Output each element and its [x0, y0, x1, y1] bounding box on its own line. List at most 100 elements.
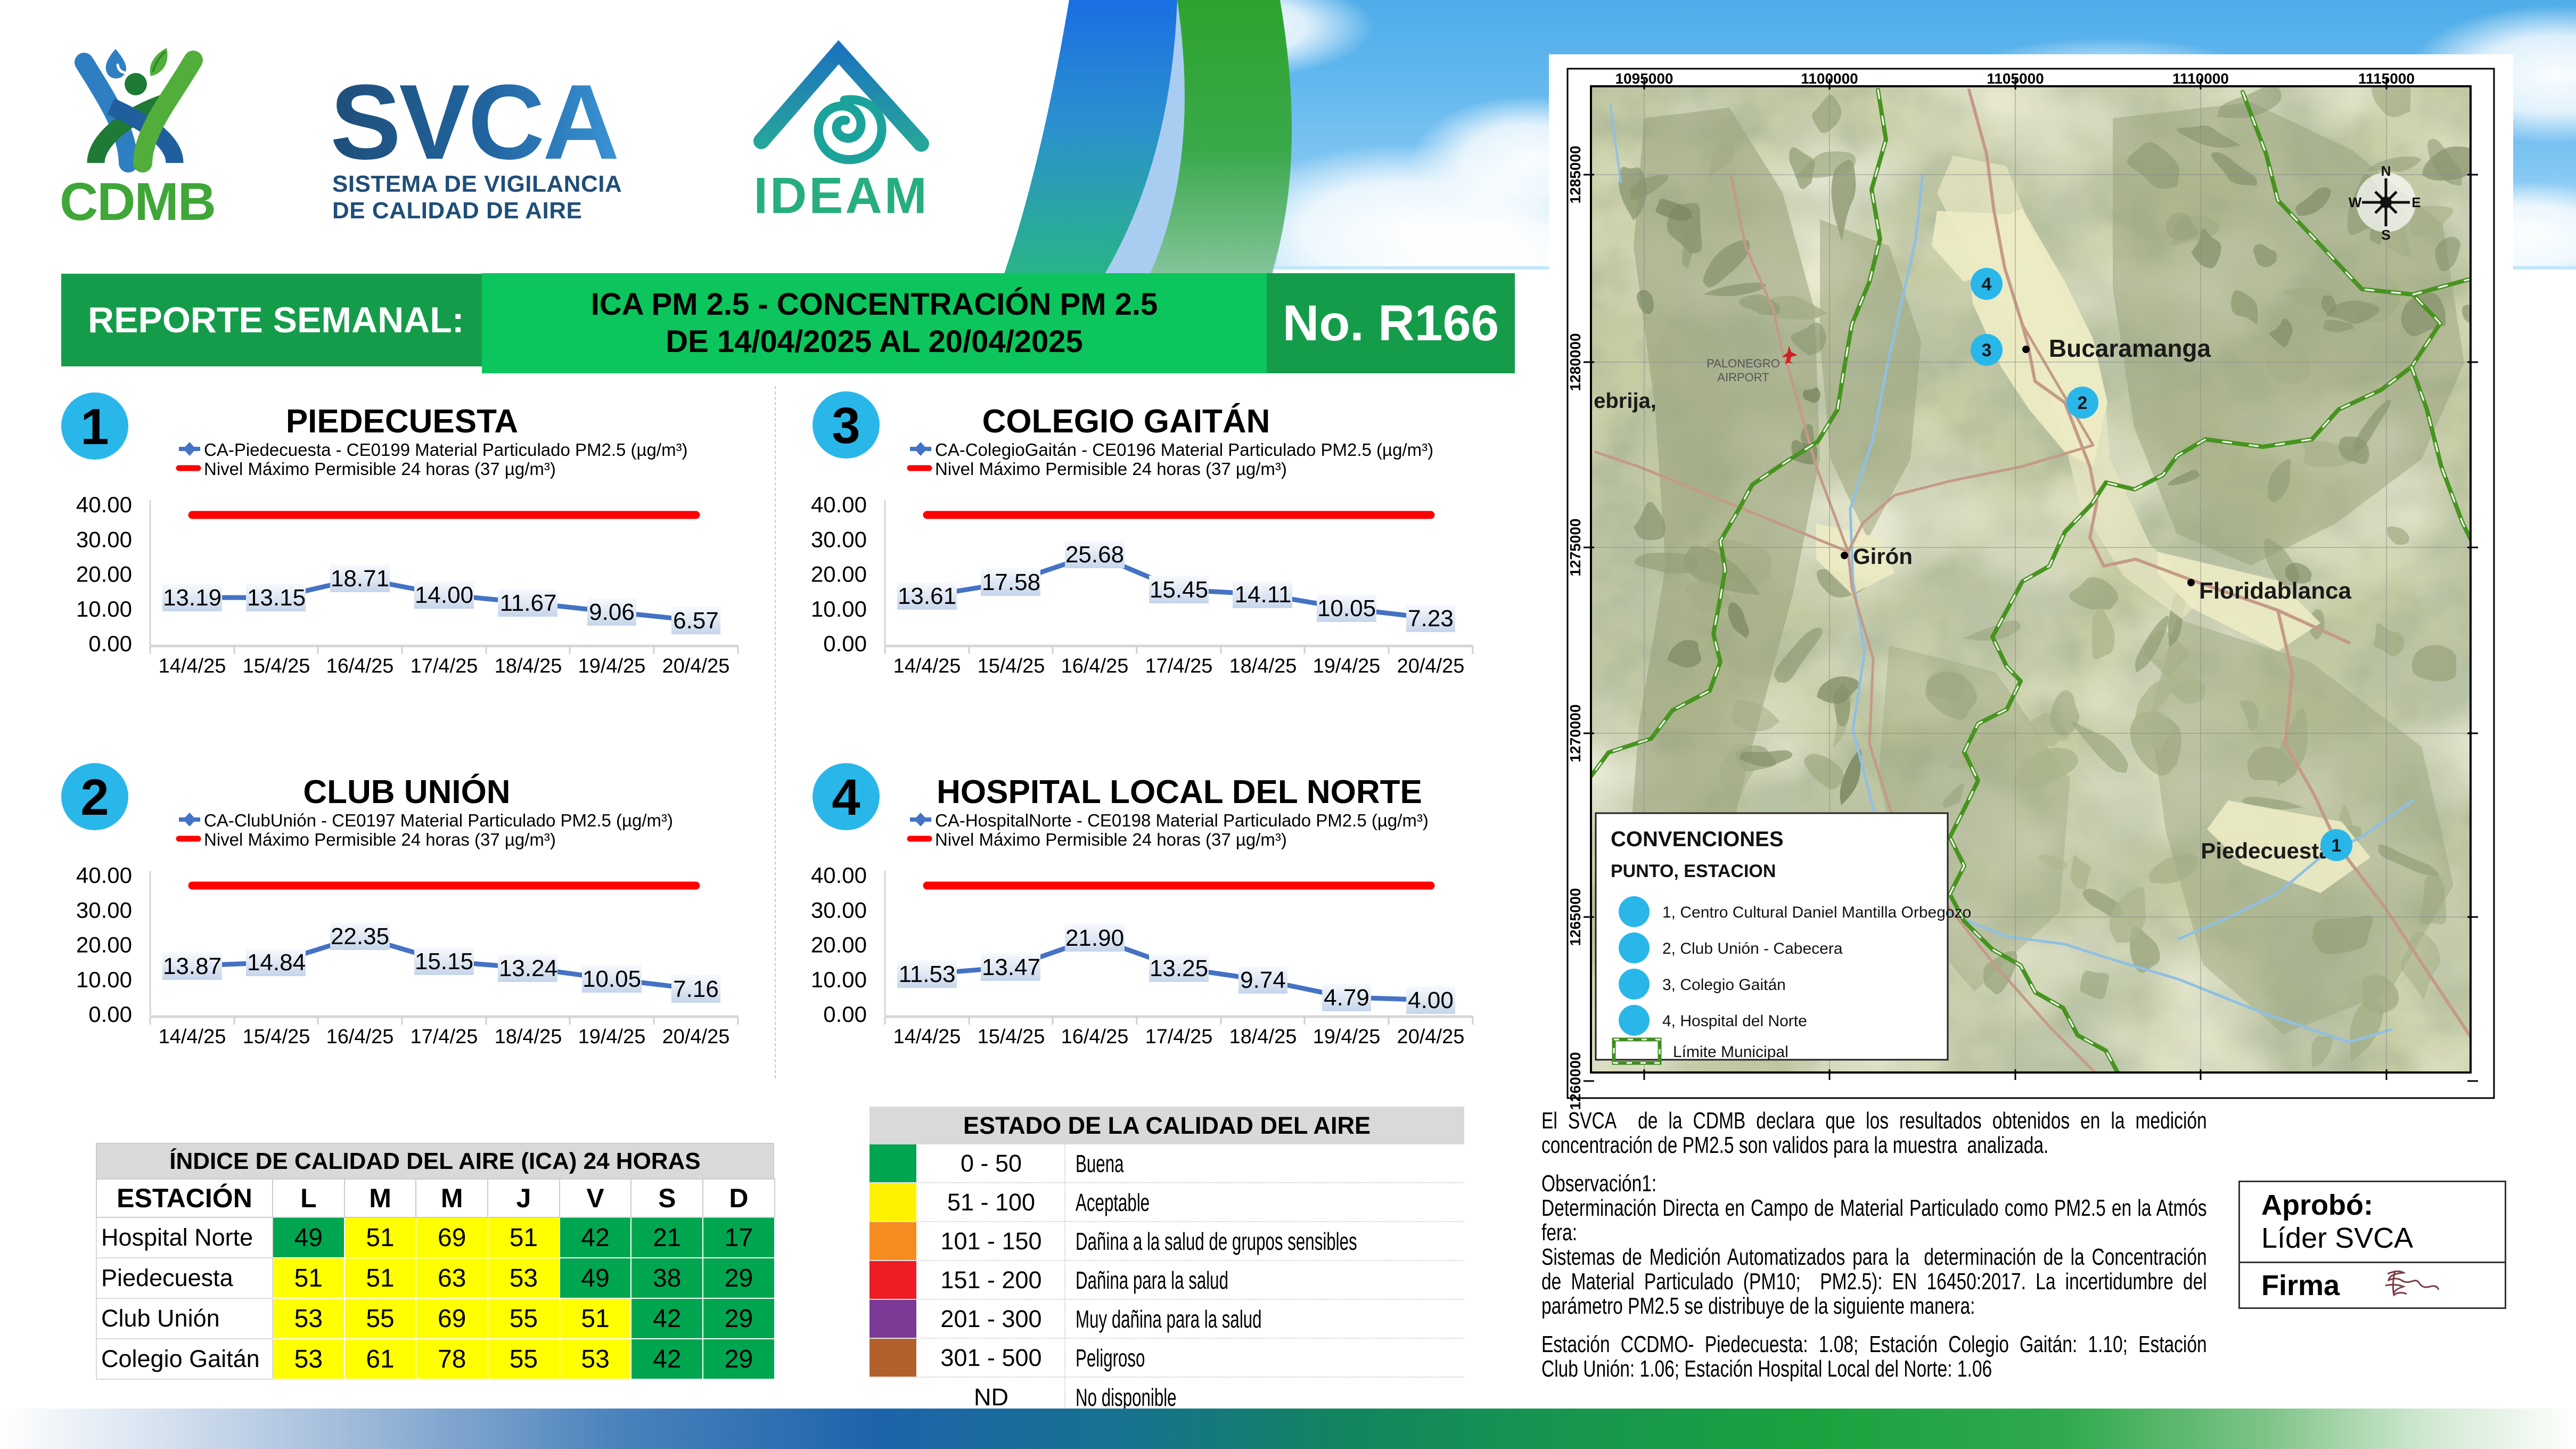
svg-text:Nivel Máximo Permisible 24 hor: Nivel Máximo Permisible 24 horas (37 µg/… [935, 459, 1287, 479]
svg-text:SVCA: SVCA [330, 64, 618, 182]
svg-text:AIRPORT: AIRPORT [1717, 371, 1769, 384]
svg-text:Floridablanca: Floridablanca [2199, 578, 2352, 604]
svg-text:20/4/25: 20/4/25 [1397, 1026, 1465, 1048]
svg-text:SISTEMA DE VIGILANCIA: SISTEMA DE VIGILANCIA [332, 171, 622, 197]
svg-text:Bucaramanga: Bucaramanga [2049, 334, 2211, 362]
svg-text:CONVENCIONES: CONVENCIONES [1611, 828, 1784, 851]
svg-text:13.87: 13.87 [163, 953, 221, 979]
svg-text:13.24: 13.24 [499, 955, 557, 981]
svg-text:20.00: 20.00 [76, 562, 132, 587]
svg-text:20.00: 20.00 [811, 562, 867, 587]
svg-text:Nivel Máximo Permisible 24 hor: Nivel Máximo Permisible 24 horas (37 µg/… [935, 830, 1287, 849]
svg-text:19/4/25: 19/4/25 [1313, 655, 1381, 677]
svg-text:4.79: 4.79 [1324, 985, 1369, 1011]
svg-text:CDMB: CDMB [60, 172, 215, 232]
svg-text:17/4/25: 17/4/25 [1145, 655, 1213, 677]
svg-text:2: 2 [2078, 393, 2088, 413]
svg-text:IDEAM: IDEAM [753, 167, 929, 224]
svg-text:18/4/25: 18/4/25 [495, 655, 562, 677]
svg-text:18/4/25: 18/4/25 [1229, 1026, 1297, 1048]
svg-text:PIEDECUESTA: PIEDECUESTA [286, 403, 518, 440]
svg-text:3: 3 [1982, 340, 1992, 361]
svg-text:1, Centro Cultural Daniel Mant: 1, Centro Cultural Daniel Mantilla Orbeg… [1662, 904, 1971, 921]
svg-text:4.00: 4.00 [1408, 987, 1454, 1013]
svg-text:1275000: 1275000 [1567, 518, 1584, 576]
svg-text:Girón: Girón [1853, 544, 1913, 569]
svg-text:0.00: 0.00 [823, 631, 867, 656]
svg-text:W: W [2349, 194, 2362, 210]
svg-text:2: 2 [80, 769, 109, 826]
svg-text:13.19: 13.19 [163, 585, 221, 611]
svg-text:HOSPITAL LOCAL DEL NORTE: HOSPITAL LOCAL DEL NORTE [937, 774, 1422, 811]
svg-text:COLEGIO GAITÁN: COLEGIO GAITÁN [982, 403, 1270, 440]
svg-text:4: 4 [1982, 274, 1992, 294]
svg-text:Límite Municipal: Límite Municipal [1673, 1043, 1789, 1061]
svg-text:1285000: 1285000 [1567, 145, 1584, 203]
svg-text:13.15: 13.15 [247, 585, 306, 611]
svg-text:1280000: 1280000 [1567, 333, 1584, 391]
svg-text:17/4/25: 17/4/25 [411, 655, 478, 677]
svg-text:20/4/25: 20/4/25 [662, 655, 730, 677]
svg-text:ebrija,: ebrija, [1594, 389, 1656, 413]
svg-text:N: N [2381, 163, 2391, 179]
svg-text:Piedecuesta: Piedecuesta [2201, 838, 2332, 863]
svg-text:17/4/25: 17/4/25 [411, 1026, 478, 1048]
svg-text:1260000: 1260000 [1567, 1052, 1584, 1110]
svg-text:Nivel Máximo Permisible 24 hor: Nivel Máximo Permisible 24 horas (37 µg/… [204, 459, 556, 479]
svg-text:10.00: 10.00 [811, 596, 867, 621]
svg-text:1265000: 1265000 [1567, 888, 1584, 946]
svg-text:14/4/25: 14/4/25 [159, 1026, 226, 1048]
svg-text:15.15: 15.15 [415, 948, 473, 975]
svg-text:25.68: 25.68 [1065, 542, 1124, 568]
svg-text:22.35: 22.35 [331, 923, 389, 949]
svg-text:CA-HospitalNorte - CE0198 Mate: CA-HospitalNorte - CE0198 Material Parti… [935, 811, 1429, 830]
svg-text:14.11: 14.11 [1235, 582, 1292, 608]
svg-text:14/4/25: 14/4/25 [893, 655, 961, 677]
svg-text:30.00: 30.00 [76, 527, 132, 552]
svg-text:14/4/25: 14/4/25 [159, 655, 226, 677]
svg-text:10.05: 10.05 [583, 966, 641, 992]
svg-text:9.74: 9.74 [1240, 967, 1286, 993]
svg-text:40.00: 40.00 [811, 863, 867, 888]
svg-text:20/4/25: 20/4/25 [1397, 655, 1465, 677]
svg-text:3: 3 [832, 397, 860, 454]
svg-text:1: 1 [80, 398, 109, 455]
svg-text:E: E [2411, 194, 2421, 210]
svg-text:2, Club Unión - Cabecera: 2, Club Unión - Cabecera [1662, 940, 1843, 957]
svg-text:40.00: 40.00 [76, 492, 132, 517]
svg-text:CA-ClubUnión - CE0197 Material: CA-ClubUnión - CE0197 Material Particula… [204, 811, 673, 830]
svg-text:10.00: 10.00 [811, 967, 867, 992]
svg-text:13.47: 13.47 [982, 954, 1040, 980]
svg-text:20/4/25: 20/4/25 [662, 1026, 730, 1048]
svg-text:13.25: 13.25 [1150, 955, 1208, 981]
svg-text:40.00: 40.00 [811, 492, 867, 517]
svg-text:CA-ColegioGaitán - CE0196 Mat: CA-ColegioGaitán - CE0196 Material Parti… [935, 440, 1433, 460]
svg-text:3, Colegio Gaitán: 3, Colegio Gaitán [1662, 976, 1786, 994]
svg-text:10.05: 10.05 [1317, 595, 1376, 621]
svg-text:14.00: 14.00 [415, 582, 473, 608]
svg-text:15/4/25: 15/4/25 [243, 655, 310, 677]
svg-text:17.58: 17.58 [982, 569, 1040, 595]
svg-text:16/4/25: 16/4/25 [1061, 1026, 1129, 1048]
svg-text:PALONEGRO: PALONEGRO [1707, 357, 1780, 370]
svg-text:30.00: 30.00 [76, 897, 132, 922]
svg-text:11.67: 11.67 [500, 590, 557, 616]
svg-text:19/4/25: 19/4/25 [1313, 1026, 1381, 1048]
svg-text:16/4/25: 16/4/25 [326, 1026, 394, 1048]
svg-text:40.00: 40.00 [76, 863, 132, 888]
svg-text:10.00: 10.00 [76, 967, 132, 992]
svg-text:18/4/25: 18/4/25 [1229, 655, 1297, 677]
svg-text:19/4/25: 19/4/25 [578, 655, 646, 677]
svg-text:13.61: 13.61 [898, 583, 956, 609]
svg-text:S: S [2381, 227, 2390, 243]
svg-text:18/4/25: 18/4/25 [495, 1026, 562, 1048]
svg-text:4: 4 [832, 769, 860, 826]
svg-text:11.53: 11.53 [899, 961, 956, 987]
svg-text:15/4/25: 15/4/25 [243, 1026, 310, 1048]
svg-text:0.00: 0.00 [823, 1002, 867, 1027]
svg-text:20.00: 20.00 [76, 932, 132, 957]
svg-text:15/4/25: 15/4/25 [978, 655, 1045, 677]
svg-text:15/4/25: 15/4/25 [978, 1026, 1045, 1048]
svg-text:4, Hospital del Norte: 4, Hospital del Norte [1662, 1012, 1807, 1030]
svg-text:18.71: 18.71 [331, 566, 389, 592]
